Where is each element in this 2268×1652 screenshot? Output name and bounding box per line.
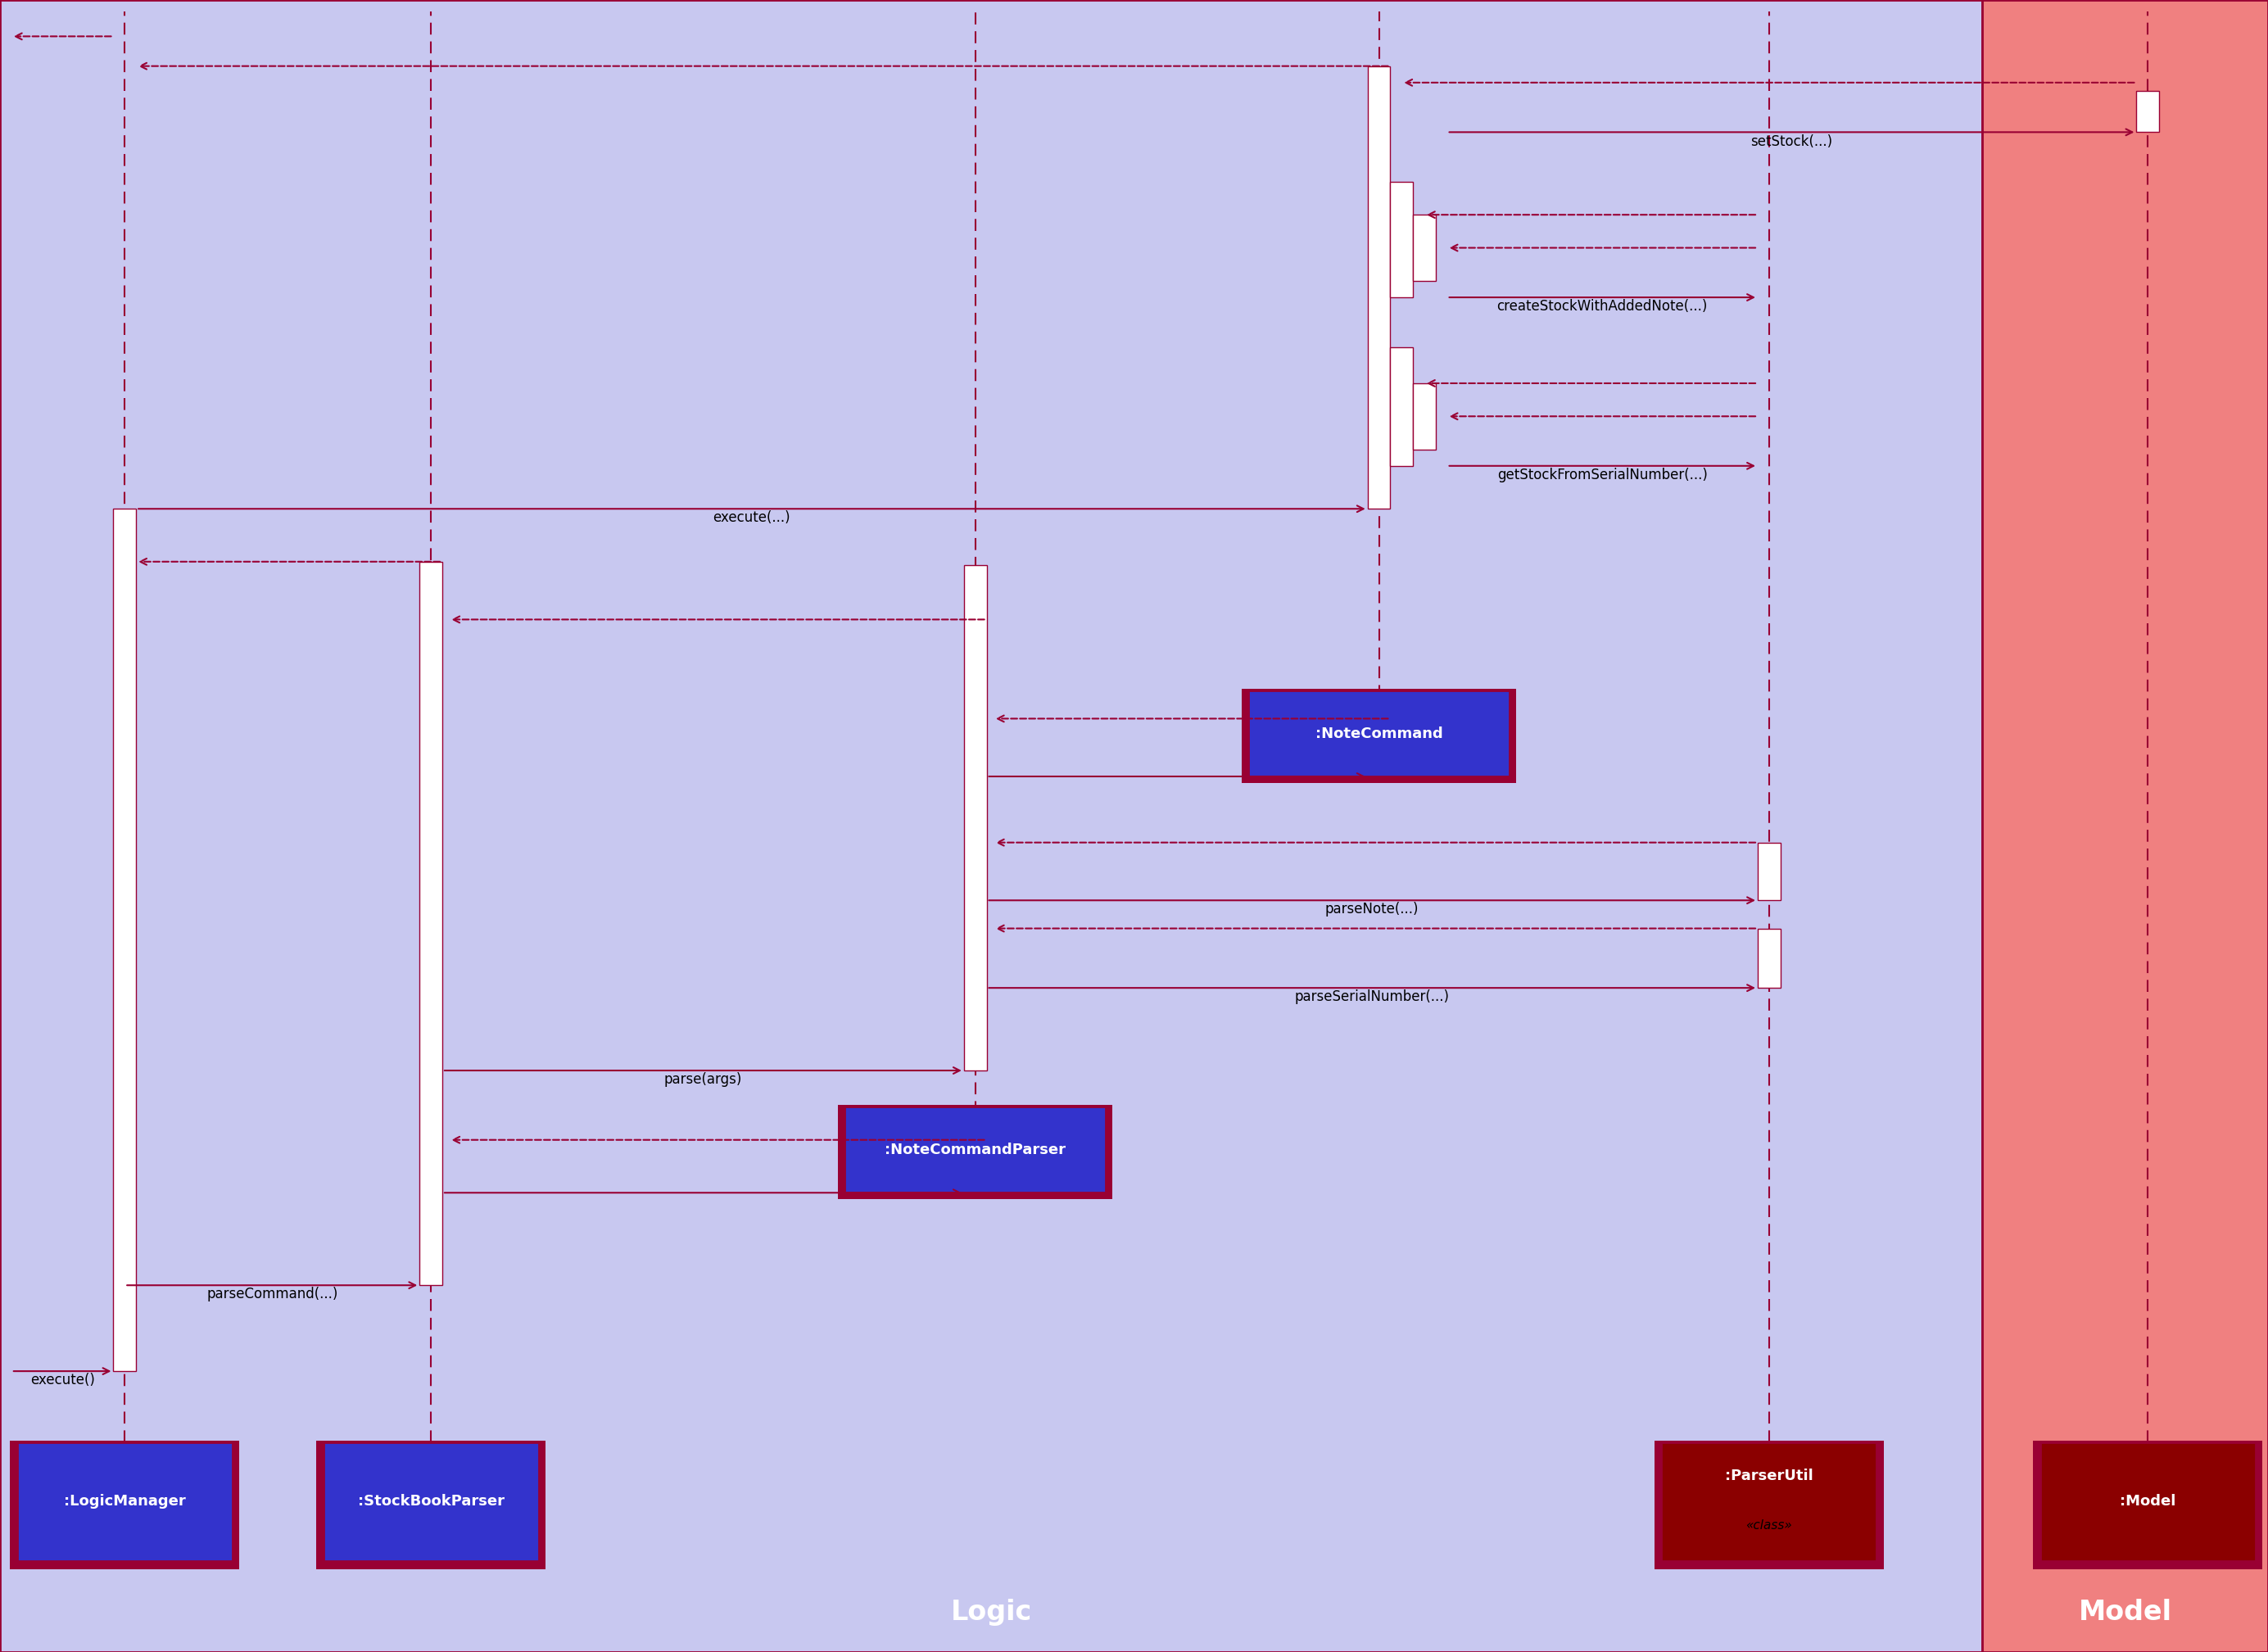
- Bar: [1656, 1441, 1885, 1569]
- Text: parseCommand(...): parseCommand(...): [206, 1287, 338, 1302]
- Bar: [1660, 1442, 1878, 1561]
- Bar: [318, 1441, 547, 1569]
- Bar: [1390, 347, 1413, 466]
- Bar: [2136, 91, 2159, 132]
- Text: :ParserUtil: :ParserUtil: [1726, 1469, 1812, 1483]
- Text: :Model: :Model: [2121, 1495, 2175, 1508]
- Bar: [964, 565, 987, 1070]
- Bar: [1758, 928, 1780, 988]
- Bar: [1390, 182, 1413, 297]
- Text: Logic: Logic: [950, 1599, 1032, 1626]
- Text: :StockBookParser: :StockBookParser: [358, 1495, 503, 1508]
- Bar: [1243, 689, 1515, 783]
- Bar: [1413, 215, 1436, 281]
- Bar: [964, 1140, 987, 1193]
- Bar: [2041, 1442, 2254, 1561]
- Text: execute(): execute(): [29, 1373, 95, 1388]
- Text: execute(...): execute(...): [712, 510, 792, 525]
- Text: :LogicManager: :LogicManager: [64, 1495, 186, 1508]
- Text: setStock(...): setStock(...): [1751, 134, 1833, 149]
- Bar: [839, 1105, 1114, 1199]
- Bar: [18, 1442, 234, 1561]
- Text: getStockFromSerialNumber(...): getStockFromSerialNumber(...): [1497, 468, 1708, 482]
- Text: :NoteCommand: :NoteCommand: [1315, 727, 1442, 740]
- Bar: [1368, 719, 1390, 776]
- Text: parseNote(...): parseNote(...): [1325, 902, 1420, 917]
- Bar: [1982, 0, 2268, 1652]
- Bar: [1368, 66, 1390, 509]
- Text: createStockWithAddedNote(...): createStockWithAddedNote(...): [1497, 299, 1708, 314]
- Text: «class»: «class»: [1746, 1520, 1792, 1531]
- Bar: [113, 509, 136, 1371]
- Bar: [9, 1441, 240, 1569]
- Text: parseSerialNumber(...): parseSerialNumber(...): [1295, 990, 1449, 1004]
- Text: parse(args): parse(args): [665, 1072, 742, 1087]
- Text: :NoteCommandParser: :NoteCommandParser: [885, 1143, 1066, 1156]
- Bar: [1247, 691, 1510, 776]
- Bar: [1758, 843, 1780, 900]
- Bar: [420, 562, 442, 1285]
- Bar: [324, 1442, 540, 1561]
- Bar: [0, 0, 1982, 1652]
- Bar: [2034, 1441, 2263, 1569]
- Bar: [1413, 383, 1436, 449]
- Bar: [846, 1107, 1107, 1193]
- Text: Model: Model: [2077, 1599, 2173, 1626]
